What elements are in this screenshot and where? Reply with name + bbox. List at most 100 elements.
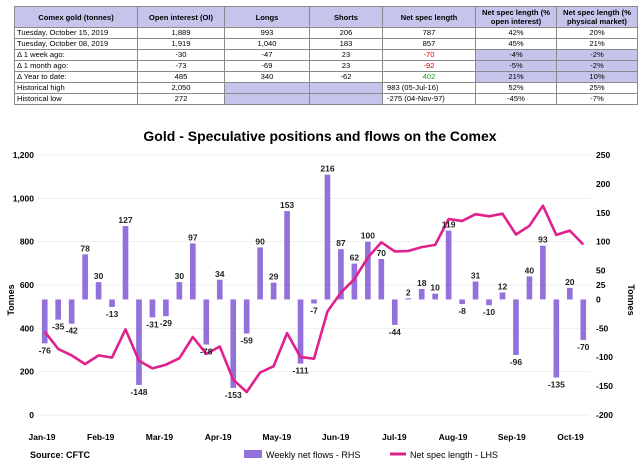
header-cell: Shorts bbox=[309, 6, 383, 28]
cell-longs: 1,040 bbox=[224, 38, 310, 50]
flow-bars bbox=[41, 174, 587, 388]
legend-line-label: Net spec length - LHS bbox=[410, 450, 498, 460]
bar-data-label: 2 bbox=[406, 287, 411, 297]
bar-data-label: 30 bbox=[175, 271, 185, 281]
cell-shorts: 23 bbox=[309, 60, 383, 72]
cell-longs: 993 bbox=[224, 27, 310, 39]
right-tick-label: 0 bbox=[596, 294, 601, 304]
cell-shorts: 23 bbox=[309, 49, 383, 61]
flow-bar bbox=[68, 299, 75, 324]
flow-bar bbox=[230, 299, 237, 388]
right-tick-label: 250 bbox=[596, 150, 610, 160]
flow-bar bbox=[391, 299, 398, 325]
bar-data-label: 62 bbox=[350, 253, 360, 263]
cell-pct-phys: 21% bbox=[556, 38, 638, 50]
row-label: Tuesday, October 15, 2019 bbox=[14, 27, 138, 39]
row-label: Δ 1 week ago: bbox=[14, 49, 138, 61]
x-axis-ticks: Jan-19 Feb-19 Mar-19 Apr-19 May-19 Jun-19 Jul-… bbox=[29, 432, 584, 442]
cell-shorts bbox=[309, 82, 383, 94]
header-cell: Longs bbox=[224, 6, 310, 28]
bar-data-label: -70 bbox=[577, 342, 590, 352]
cell-longs bbox=[224, 93, 310, 105]
right-tick-label: 25 bbox=[596, 280, 606, 290]
bar-data-label: 78 bbox=[80, 243, 90, 253]
bar-data-label: 10 bbox=[430, 283, 440, 293]
table-row: Δ 1 month ago: -73 -69 23 -92 -5% -2% bbox=[14, 60, 638, 72]
cell-oi: -30 bbox=[137, 49, 225, 61]
cell-net: -70 bbox=[382, 49, 476, 61]
x-tick-label: Aug-19 bbox=[439, 432, 468, 442]
bar-data-label: 30 bbox=[94, 271, 104, 281]
flow-bar bbox=[311, 299, 317, 304]
flow-bar bbox=[405, 298, 412, 300]
cell-shorts: -62 bbox=[309, 71, 383, 83]
bar-data-label: -135 bbox=[548, 379, 565, 389]
bar-data-label: -148 bbox=[130, 387, 147, 397]
legend-bar-swatch bbox=[244, 450, 262, 458]
cell-net: -92 bbox=[382, 60, 476, 72]
header-cell: Net spec length (% open interest) bbox=[475, 6, 557, 28]
bar-data-labels: -76 -35 -42 78 30 -13 127 -148 -31 -29 30 97 -78 34 -1… bbox=[39, 164, 590, 400]
flow-bar bbox=[566, 287, 573, 300]
right-tick-label: -50 bbox=[596, 323, 609, 333]
x-tick-label: Jun-19 bbox=[322, 432, 350, 442]
bar-data-label: 18 bbox=[417, 278, 427, 288]
left-axis-label: Tonnes bbox=[6, 284, 16, 315]
gridlines bbox=[38, 154, 590, 416]
left-tick-label: 1,000 bbox=[13, 193, 35, 203]
cell-pct-phys: 25% bbox=[556, 82, 638, 94]
flow-bar bbox=[445, 230, 452, 300]
table-row: Historical low 272 -275 (04-Nov-97) -45%… bbox=[14, 93, 638, 105]
cell-pct-phys: 10% bbox=[556, 71, 638, 83]
flow-bar bbox=[486, 299, 492, 306]
right-axis-ticks: -200 -150 -100 -50 0 25 50 100 150 200 250 bbox=[596, 150, 613, 420]
bar-data-label: -111 bbox=[292, 366, 308, 376]
table-row: Δ Year to date: 485 340 -62 402 21% 10% bbox=[14, 71, 638, 83]
bar-data-label: 153 bbox=[280, 200, 294, 210]
cell-longs bbox=[224, 82, 310, 94]
flow-bar bbox=[580, 299, 587, 340]
flow-bar bbox=[176, 282, 183, 300]
header-cell: Open interest (OI) bbox=[137, 6, 225, 28]
x-tick-label: May-19 bbox=[262, 432, 291, 442]
bar-data-label: 31 bbox=[471, 271, 481, 281]
row-label: Historical low bbox=[14, 93, 138, 105]
row-label: Δ 1 month ago: bbox=[14, 60, 138, 72]
legend: Weekly net flows - RHS Net spec length -… bbox=[244, 450, 498, 460]
table-row: Δ 1 week ago: -30 -47 23 -70 -4% -2% bbox=[14, 49, 638, 61]
left-tick-label: 600 bbox=[20, 280, 34, 290]
cell-oi: 1,919 bbox=[137, 38, 225, 50]
flow-bar bbox=[351, 263, 358, 300]
bar-data-label: -31 bbox=[146, 319, 159, 329]
bar-data-label: 34 bbox=[215, 269, 225, 279]
cell-net: -275 (04-Nov-97) bbox=[382, 93, 476, 105]
x-tick-label: Mar-19 bbox=[146, 432, 174, 442]
bar-data-label: -96 bbox=[510, 357, 523, 367]
left-tick-label: 800 bbox=[20, 237, 34, 247]
flow-bar bbox=[526, 276, 533, 300]
table-row: Historical high 2,050 983 (05-Jul-16) 52… bbox=[14, 82, 638, 94]
cell-pct-oi: -45% bbox=[475, 93, 557, 105]
cell-pct-phys: 20% bbox=[556, 27, 638, 39]
flow-bar bbox=[55, 299, 62, 320]
bar-data-label: -8 bbox=[458, 306, 466, 316]
flow-bar bbox=[338, 249, 344, 300]
bar-data-label: -10 bbox=[483, 307, 496, 317]
bar-data-label: -59 bbox=[241, 336, 254, 346]
header-cell: Comex gold (tonnes) bbox=[14, 6, 138, 28]
bar-data-label: 127 bbox=[118, 215, 132, 225]
table-row: Tuesday, October 08, 2019 1,919 1,040 18… bbox=[14, 38, 638, 50]
chart-title: Gold - Speculative positions and flows o… bbox=[143, 128, 496, 144]
bar-data-label: 216 bbox=[320, 164, 334, 174]
cell-pct-oi: 21% bbox=[475, 71, 557, 83]
cell-longs: -47 bbox=[224, 49, 310, 61]
cell-pct-oi: 42% bbox=[475, 27, 557, 39]
flow-bar bbox=[324, 174, 331, 300]
flow-bar bbox=[270, 282, 277, 300]
bar-data-label: -153 bbox=[225, 390, 242, 400]
flow-bar bbox=[432, 293, 438, 300]
header-cell: Net spec length bbox=[382, 6, 476, 28]
right-tick-label: 100 bbox=[596, 237, 610, 247]
flow-bar bbox=[513, 299, 519, 355]
flow-bar bbox=[95, 282, 102, 300]
